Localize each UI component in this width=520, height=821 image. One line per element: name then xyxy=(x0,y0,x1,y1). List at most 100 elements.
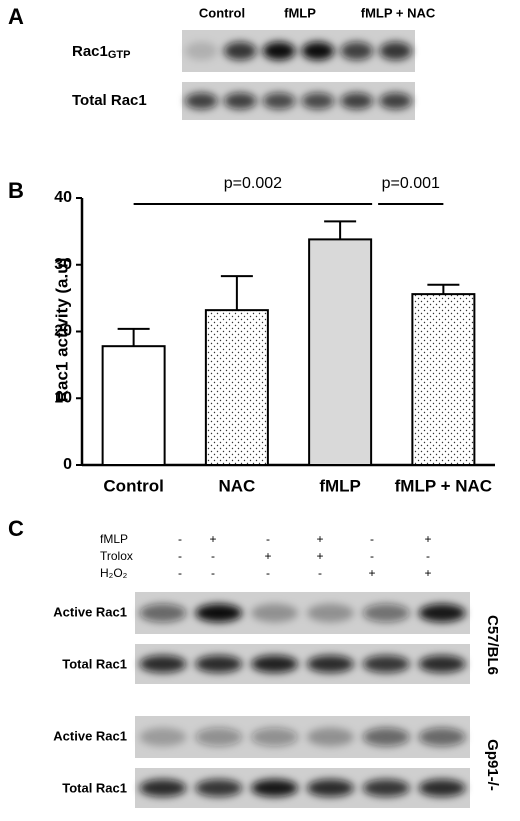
blot-band xyxy=(195,779,243,797)
blot-band xyxy=(195,603,243,623)
strain-label: Gp91-/- xyxy=(484,739,501,791)
treatment-label: H₂O₂ xyxy=(100,566,128,580)
blot-background xyxy=(135,592,470,634)
blot-bands xyxy=(139,727,466,747)
treatment-sign: - xyxy=(426,549,430,563)
row-label: Total Rac1 xyxy=(72,92,147,109)
treatment-sign: - xyxy=(211,566,215,580)
x-tick-label: fMLP + NAC xyxy=(395,476,492,495)
treatment-sign: - xyxy=(370,549,374,563)
blot-band xyxy=(251,603,299,623)
column-label: Control xyxy=(199,5,245,20)
treatment-sign: - xyxy=(178,566,182,580)
treatment-sign: + xyxy=(316,549,323,563)
treatment-sign: - xyxy=(266,566,270,580)
blot-band xyxy=(223,92,257,110)
blot-band xyxy=(379,41,412,61)
blot-band xyxy=(306,603,354,623)
blot-band xyxy=(251,727,299,747)
panel-label: B xyxy=(8,178,24,203)
treatment-sign: + xyxy=(368,566,375,580)
treatment-sign: + xyxy=(424,566,431,580)
y-tick-label: 10 xyxy=(54,389,72,406)
treatment-sign: - xyxy=(370,532,374,546)
treatment-label: Trolox xyxy=(100,549,133,563)
column-label: fMLP xyxy=(284,5,316,20)
y-tick-label: 20 xyxy=(54,323,72,340)
blot-band xyxy=(251,655,299,673)
blot-band xyxy=(301,41,335,61)
blot-bands xyxy=(185,92,412,110)
p-value: p=0.002 xyxy=(224,175,282,192)
blot-band xyxy=(306,655,354,673)
bar xyxy=(411,293,476,466)
blot-band xyxy=(379,92,412,110)
row-label: Rac1GTP xyxy=(72,43,130,61)
panel-label: C xyxy=(8,516,24,541)
blot-band xyxy=(340,41,374,61)
row-label: Active Rac1 xyxy=(53,728,127,743)
blot-band xyxy=(362,779,410,797)
blot-background xyxy=(182,82,415,120)
blot-band xyxy=(139,603,187,623)
blot-band xyxy=(418,779,466,797)
p-value: p=0.001 xyxy=(382,175,440,192)
blot-band xyxy=(362,727,410,747)
blot-band xyxy=(340,92,374,110)
x-tick-label: NAC xyxy=(218,476,255,495)
blot-band xyxy=(139,655,187,673)
blot-background xyxy=(182,30,415,72)
panel-label: A xyxy=(8,4,24,29)
bar xyxy=(101,345,166,466)
blot-band xyxy=(418,603,466,623)
blot-band xyxy=(301,92,335,110)
blot-band xyxy=(306,779,354,797)
blot-band xyxy=(223,41,257,61)
blot-band xyxy=(262,41,296,61)
blot-band xyxy=(306,727,354,747)
y-axis-label: Rac1 activity (a.u) xyxy=(52,258,71,403)
treatment-sign: - xyxy=(318,566,322,580)
blot-bands xyxy=(185,41,412,61)
treatment-sign: + xyxy=(264,549,271,563)
blot-band xyxy=(195,655,243,673)
blot-background xyxy=(135,716,470,758)
blot-band xyxy=(362,603,410,623)
treatment-sign: + xyxy=(424,532,431,546)
treatment-sign: - xyxy=(211,549,215,563)
strain-label: C57/BL6 xyxy=(484,615,501,675)
treatment-sign: + xyxy=(316,532,323,546)
blot-background xyxy=(135,644,470,684)
blot-band xyxy=(418,655,466,673)
blot-band xyxy=(139,727,187,747)
blot-bands xyxy=(139,603,466,623)
blot-band xyxy=(251,779,299,797)
x-tick-label: Control xyxy=(103,476,163,495)
y-tick-label: 40 xyxy=(54,189,72,206)
blot-background xyxy=(135,768,470,808)
bar xyxy=(204,309,269,467)
row-label: Active Rac1 xyxy=(53,604,127,619)
blot-bands xyxy=(139,655,466,673)
x-tick-label: fMLP xyxy=(319,476,361,495)
blot-band xyxy=(418,727,466,747)
blot-band xyxy=(195,727,243,747)
treatment-sign: - xyxy=(178,549,182,563)
blot-band xyxy=(262,92,296,110)
blot-bands xyxy=(139,779,466,797)
treatment-sign: - xyxy=(266,532,270,546)
blot-band xyxy=(185,92,218,110)
blot-band xyxy=(139,779,187,797)
blot-band xyxy=(185,41,218,61)
treatment-sign: + xyxy=(209,532,216,546)
row-label: Total Rac1 xyxy=(62,780,127,795)
treatment-label: fMLP xyxy=(100,532,128,546)
treatment-sign: - xyxy=(178,532,182,546)
column-label: fMLP + NAC xyxy=(361,5,436,20)
row-label: Total Rac1 xyxy=(62,656,127,671)
y-tick-label: 30 xyxy=(54,256,72,273)
blot-band xyxy=(362,655,410,673)
bar xyxy=(308,238,373,466)
y-tick-label: 0 xyxy=(63,456,72,473)
